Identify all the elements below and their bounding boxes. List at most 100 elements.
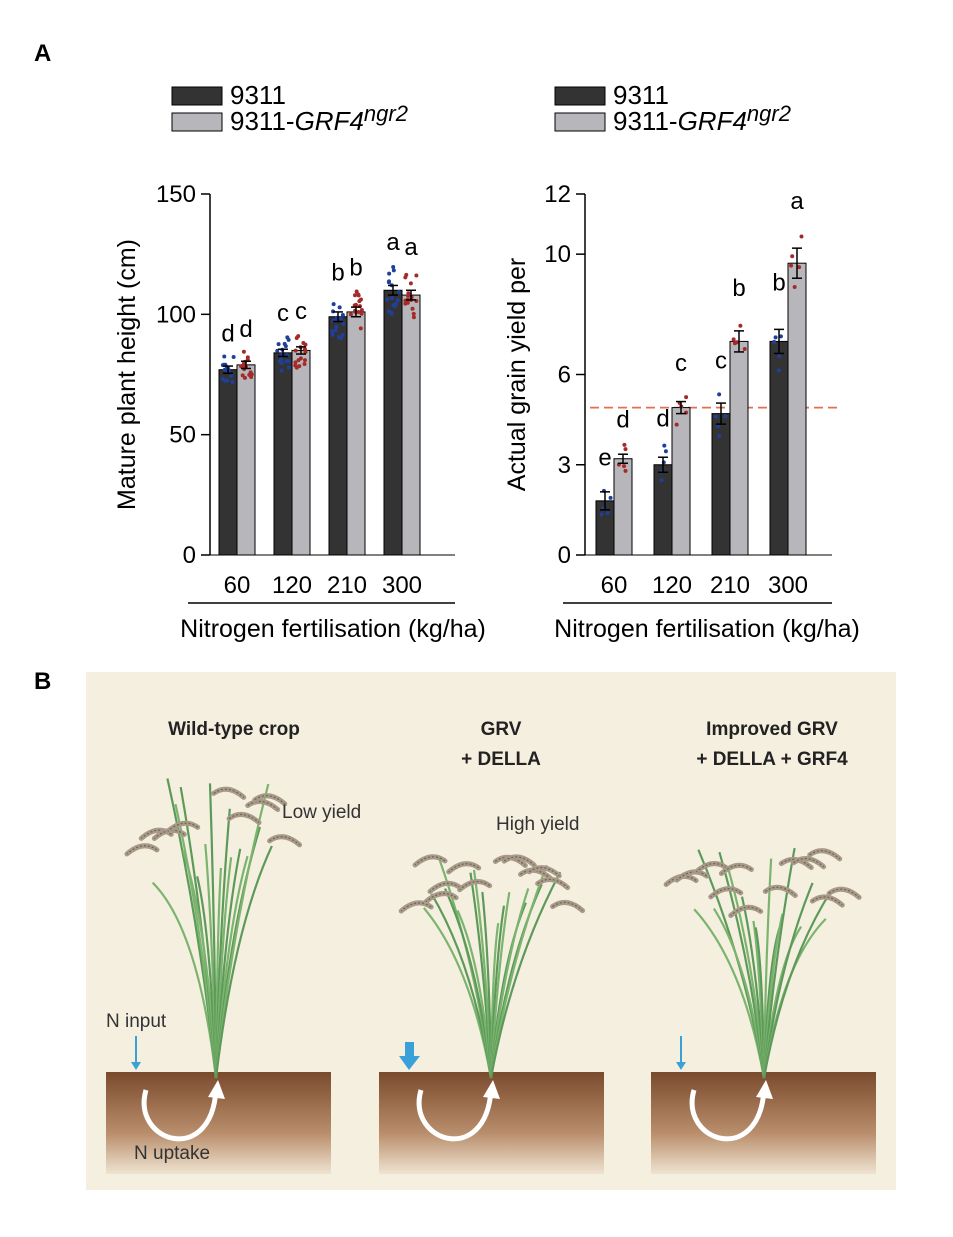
y-tick-label: 10 [544, 241, 571, 268]
significance-letter: b [331, 259, 344, 286]
uptake-arrow [416, 1089, 494, 1142]
data-point [797, 265, 802, 270]
plant-title: Improved GRV [706, 719, 838, 740]
data-point [622, 442, 627, 447]
y-tick-label: 6 [558, 362, 571, 389]
data-point [403, 275, 408, 280]
data-point [330, 329, 335, 334]
data-point [684, 395, 689, 400]
y-tick-label: 12 [544, 181, 571, 208]
yield-label: Low yield [282, 802, 361, 823]
significance-letter: c [675, 350, 687, 377]
leaf-blade [762, 889, 833, 1079]
grain-head-detail [828, 888, 860, 898]
significance-letter: d [656, 406, 669, 433]
data-point [276, 342, 281, 347]
legend-label-1: 9311-GRF4ngr2 [230, 101, 408, 136]
yield-label: High yield [496, 814, 579, 835]
data-point [391, 265, 396, 270]
n-input-arrowhead [399, 1056, 420, 1070]
grain-head-detail [429, 882, 461, 892]
data-point [248, 370, 253, 375]
x-axis-title: Nitrogen fertilisation (kg/ha) [554, 615, 860, 643]
grain-head-detail [448, 863, 480, 873]
bar-9311grf4ngr2 [236, 364, 256, 556]
data-point [241, 349, 246, 354]
data-point [717, 433, 722, 438]
legend-swatch-0 [554, 86, 606, 106]
n-input-label: N input [106, 1011, 167, 1032]
x-tick-label: 60 [601, 572, 628, 599]
grain-head-detail [126, 845, 158, 855]
bar-9311grf4ngr2 [613, 458, 633, 556]
crop-illustration: Wild-type crop Low yield N input N uptake GR… [86, 672, 896, 1190]
data-point [772, 339, 777, 344]
data-point [302, 361, 307, 366]
significance-letter: c [715, 347, 727, 374]
x-tick-label: 300 [382, 572, 422, 599]
bar-9311grf4ngr2 [401, 294, 421, 556]
y-axis-title: Mature plant height (cm) [113, 239, 141, 510]
data-point [393, 301, 398, 306]
data-point [723, 414, 728, 419]
grain-head-detail [140, 829, 172, 839]
plant-title: + DELLA + GRF4 [696, 749, 848, 770]
grain-head-detail [809, 850, 841, 860]
data-point [792, 285, 797, 290]
x-tick-label: 300 [768, 572, 808, 599]
bar-9311 [328, 316, 348, 556]
grain-head-detail [721, 864, 752, 874]
significance-letter: b [772, 269, 785, 296]
data-point [340, 313, 345, 318]
data-point [242, 375, 247, 380]
uptake-arrowhead [483, 1080, 500, 1099]
grain-head-detail [425, 892, 457, 903]
plant-group-3: Improved GRV + DELLA + GRF4 [651, 719, 876, 1174]
grain-head-detail [459, 881, 491, 891]
data-point [414, 273, 419, 278]
legend-label-0: 9311 [613, 80, 669, 110]
data-point [387, 271, 392, 276]
legend-label-0: 9311 [230, 80, 286, 110]
plant-title: GRV [481, 719, 522, 740]
x-tick-label: 120 [652, 572, 692, 599]
data-point [297, 364, 302, 369]
data-point [296, 358, 301, 363]
data-point [279, 357, 284, 362]
significance-letter: a [790, 188, 804, 215]
data-point [385, 297, 390, 302]
leaf-blade [214, 845, 273, 1079]
bar-9311grf4ngr2 [346, 311, 366, 556]
data-point [387, 279, 392, 284]
significance-letter: d [239, 316, 252, 343]
uptake-arrowhead [208, 1080, 225, 1099]
panel-label-b: B [34, 668, 52, 695]
data-point [599, 512, 604, 517]
data-point [789, 263, 794, 268]
bar-9311grf4ngr2 [291, 349, 311, 556]
data-point [674, 422, 679, 427]
grain-head-detail [528, 867, 560, 877]
data-point [333, 328, 338, 333]
data-point [776, 368, 781, 373]
data-point [410, 306, 415, 311]
uptake-arrowhead [756, 1080, 773, 1099]
data-point [623, 447, 628, 452]
data-point [357, 299, 362, 304]
data-point [715, 424, 720, 429]
significance-letter: b [732, 275, 745, 302]
data-point [411, 315, 416, 320]
significance-letter: e [598, 444, 611, 471]
grain-head-detail [811, 896, 843, 906]
legend-swatch-1 [171, 112, 223, 132]
data-point [734, 340, 739, 345]
grain-head-detail [153, 829, 185, 839]
data-point [778, 334, 783, 339]
data-point [331, 302, 336, 307]
data-point [799, 234, 804, 239]
grain-head-detail [247, 800, 279, 811]
grain-head-detail [665, 875, 697, 885]
data-point [338, 316, 343, 321]
grain-head-detail [520, 869, 551, 879]
grain-head-detail [228, 813, 260, 824]
